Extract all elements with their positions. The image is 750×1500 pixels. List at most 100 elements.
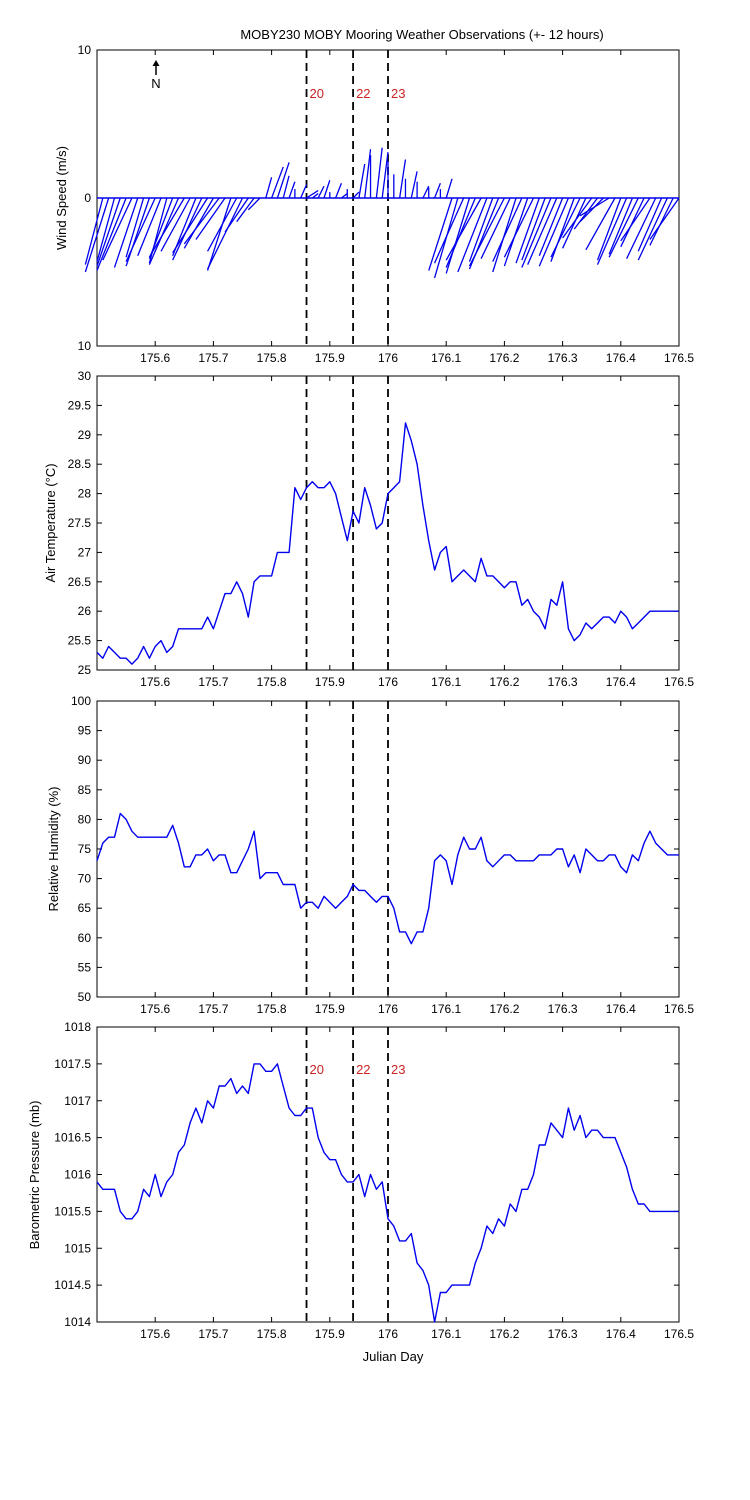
wind-stick [96,197,127,271]
event-marker-label: 22 [356,86,370,101]
wind-stick [206,197,232,271]
bp-y-axis-label: Barometric Pressure (mb) [27,1101,42,1250]
x-tick-label: 176 [378,1002,398,1016]
y-tick-label: 1016 [64,1168,91,1182]
x-tick-label: 175.6 [140,351,170,365]
wind-stick [358,163,366,199]
x-tick-label: 176.4 [606,1002,636,1016]
wind-stick [96,197,121,267]
wind-stick [468,197,494,262]
y-tick-label: 10 [78,339,92,353]
event-marker-label: 20 [310,1062,324,1077]
wind-stick-series [84,147,680,279]
wind-stick [335,182,343,199]
wind-stick [224,197,249,233]
y-tick-label: 1014.5 [54,1278,91,1292]
air-line [96,422,679,665]
wind-stick [247,197,261,211]
y-tick-label: 50 [78,990,92,1004]
wind-stick [183,197,214,249]
x-tick-label: 175.7 [198,675,228,689]
wind-stick [306,190,319,199]
y-tick-label: 27.5 [68,516,92,530]
wind-stick [282,175,290,199]
wind-stick [270,166,284,199]
y-tick-label: 26 [78,604,92,618]
y-tick-label: 1017.5 [54,1057,91,1071]
wind-tick-labels: 175.6 175.7 175.8 175.9 176 176.1 176.2 176.3 17… [78,43,695,365]
wind-stick [148,197,174,259]
wind-stick [84,197,110,273]
wind-stick [428,197,453,271]
wind-stick [311,193,319,199]
x-tick-label: 175.7 [198,1327,228,1341]
bp-line [96,1063,679,1323]
wind-stick [84,197,104,265]
wind-stick [579,197,604,223]
wind-stick [620,197,651,242]
bp-axis-ticks [97,1026,680,1323]
wind-stick [608,197,639,258]
bp-tick-labels: 175.6 175.7 175.8 175.9 176 176.1 176.2 176.3 17… [54,1020,694,1341]
x-tick-label: 176.2 [489,1327,519,1341]
wind-stick [398,159,407,199]
wind-stick [265,177,273,199]
wind-stick [550,197,575,262]
wind-stick [538,197,570,267]
x-tick-label: 176.1 [431,1327,461,1341]
wind-stick [445,197,476,268]
x-tick-label: 175.8 [257,675,287,689]
x-tick-label: 176.4 [606,351,636,365]
y-tick-label: 1017 [64,1094,91,1108]
wind-stick [410,171,418,199]
wind-stick [352,191,360,199]
wind-stick [608,197,634,255]
y-tick-label: 60 [78,931,92,945]
y-tick-label: 30 [78,369,92,383]
wind-stick [172,197,209,254]
wind-stick [323,180,331,199]
wind-speed-panel: 20 22 23 175.6 175.7 175.8 175.9 176 176.1 176.2… [54,43,694,365]
x-tick-label: 175.7 [198,351,228,365]
x-tick-label: 176.1 [431,1002,461,1016]
north-label: N [151,76,160,91]
wind-stick [236,197,255,223]
y-tick-label: 80 [78,812,92,826]
rh-y-axis-label: Relative Humidity (%) [46,787,61,912]
air-temperature-panel: 175.6 175.7 175.8 175.9 176 176.1 176.2 176.3 17… [43,369,694,689]
wind-stick [538,197,564,256]
y-tick-label: 70 [78,872,92,886]
north-arrow-icon: N [151,60,161,91]
wind-stick [113,197,139,268]
y-tick-label: 1015.5 [54,1204,91,1218]
wind-stick [276,162,290,199]
wind-stick [527,197,558,265]
relative-humidity-panel: 175.6 175.7 175.8 175.9 176 176.1 176.2 176.3 17… [46,694,694,1016]
x-tick-label: 176.3 [548,675,578,689]
wind-stick [207,197,238,252]
wind-stick [206,197,244,270]
x-tick-label: 176.3 [548,351,578,365]
x-tick-label: 175.9 [315,675,345,689]
wind-stick [300,184,308,199]
x-tick-label: 175.8 [257,351,287,365]
figure-title: MOBY230 MOBY Mooring Weather Observation… [240,27,603,42]
y-tick-label: 75 [78,842,92,856]
wind-stick [521,197,546,261]
relative-humidity-series [96,812,679,945]
x-tick-label: 176.5 [664,1327,694,1341]
wind-stick [375,147,383,199]
wind-stick [102,197,133,261]
y-tick-label: 95 [78,724,92,738]
x-tick-label: 176.3 [548,1002,578,1016]
bp-event-markers: 20 22 23 [305,1027,405,1322]
wind-stick [468,197,505,267]
y-tick-label: 26.5 [68,575,92,589]
rh-event-markers [305,701,389,997]
barometric-pressure-panel: 20 22 23 175.6 175.7 175.8 175.9 176 176.1 176.2… [27,1020,694,1364]
wind-stick [341,193,348,199]
event-marker-label: 20 [310,86,324,101]
wind-stick [160,197,191,252]
barometric-pressure-series [96,1063,679,1323]
